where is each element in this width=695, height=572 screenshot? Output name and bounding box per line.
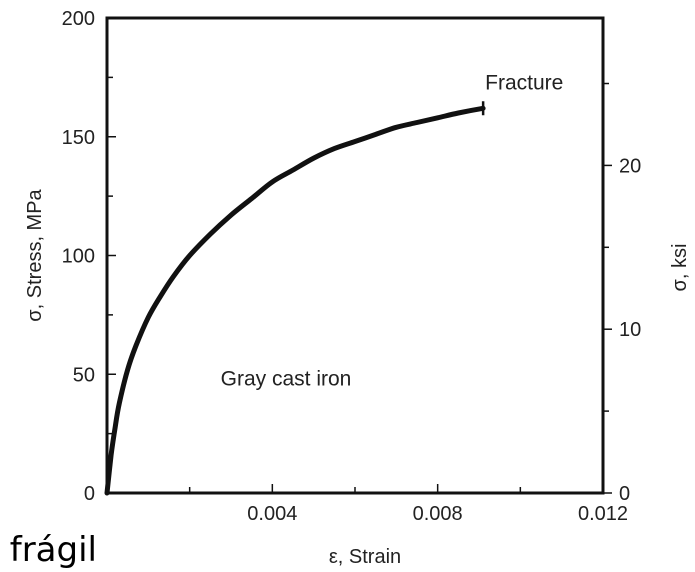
x-tick-label: 0.012 — [578, 503, 628, 525]
stress-strain-curve — [104, 105, 486, 496]
y-axis-title: σ, Stress, MPa — [24, 188, 46, 321]
x-axis-title: ε, Strain — [329, 546, 401, 568]
y2-axis-title: σ, ksi — [669, 244, 691, 292]
y-tick-label: 50 — [73, 364, 95, 386]
y-tick-label: 100 — [62, 246, 95, 268]
material-label: Gray cast iron — [221, 367, 352, 390]
x-tick-label: 0.004 — [247, 503, 297, 525]
y-tick-label: 0 — [84, 483, 95, 505]
x-tick-label: 0.008 — [413, 503, 463, 525]
fracture-label: Fracture — [485, 71, 563, 94]
y-tick-label: 150 — [62, 127, 95, 149]
y2-tick-label: 20 — [619, 155, 641, 177]
y-tick-label: 200 — [62, 8, 95, 30]
slide-caption-text: e frágil — [0, 530, 97, 570]
slide-caption: e frágil — [0, 530, 150, 572]
y2-tick-label: 0 — [619, 483, 630, 505]
y2-tick-label: 10 — [619, 319, 641, 341]
